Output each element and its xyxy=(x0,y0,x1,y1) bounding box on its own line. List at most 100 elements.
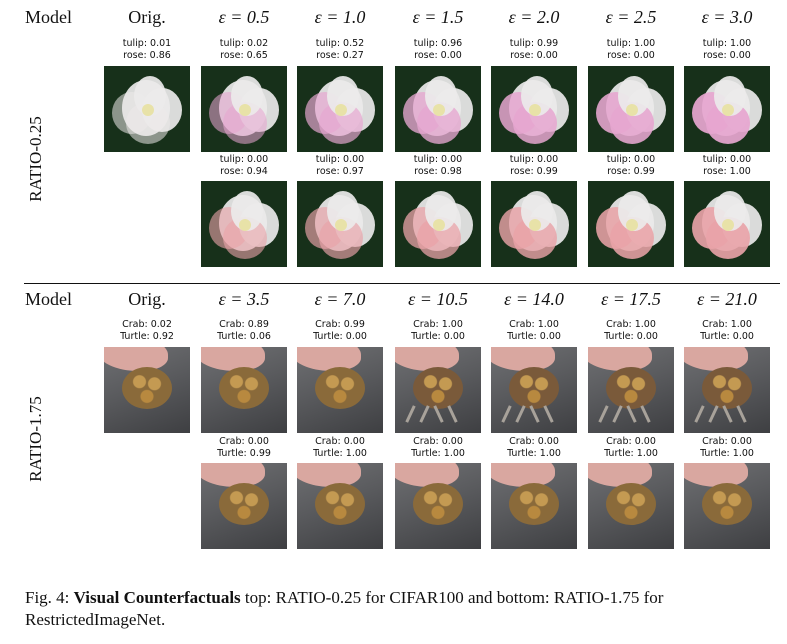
flower-center xyxy=(142,104,154,116)
hand-shape xyxy=(684,463,748,487)
leg-shape xyxy=(515,405,526,423)
caption-line: tulip: 0.00 xyxy=(509,154,559,165)
orig-header: Orig. xyxy=(128,289,166,309)
prediction-caption: tulip: 0.00 rose: 0.94 xyxy=(199,154,289,178)
epsilon-header: ε = 21.0 xyxy=(697,289,757,309)
caption-line: Crab: 1.00 xyxy=(509,319,559,330)
caption-line: tulip: 0.02 xyxy=(219,38,269,49)
shell-shape xyxy=(606,483,656,525)
epsilon-header: ε = 2.5 xyxy=(605,7,657,27)
flower-center xyxy=(433,219,445,231)
figure-caption: Fig. 4: Visual Counterfactuals top: RATI… xyxy=(25,587,765,631)
epsilon-header: ε = 17.5 xyxy=(601,289,661,309)
flower-center xyxy=(722,104,734,116)
caption-line: Turtle: 0.92 xyxy=(120,331,174,342)
flower-image xyxy=(588,66,674,152)
leg-shape xyxy=(419,405,430,423)
turtle-image xyxy=(297,463,383,549)
hand-shape xyxy=(491,347,555,371)
shell-shape xyxy=(219,483,269,525)
flower-center xyxy=(239,219,251,231)
caption-line: rose: 0.00 xyxy=(703,50,751,61)
shell-shape xyxy=(702,367,752,409)
prediction-caption: Crab: 1.00 Turtle: 0.00 xyxy=(489,319,579,343)
flower-center xyxy=(529,219,541,231)
caption-line: rose: 0.00 xyxy=(607,50,655,61)
turtle-image xyxy=(588,463,674,549)
turtle-image xyxy=(588,347,674,433)
caption-line: Turtle: 1.00 xyxy=(507,448,561,459)
caption-line: rose: 1.00 xyxy=(703,166,751,177)
prediction-caption: tulip: 1.00 rose: 0.00 xyxy=(682,38,772,62)
epsilon-header: ε = 10.5 xyxy=(408,289,468,309)
turtle-image xyxy=(201,463,287,549)
hand-shape xyxy=(588,463,652,487)
caption-line: Crab: 0.02 xyxy=(122,319,172,330)
prediction-caption: Crab: 1.00 Turtle: 0.00 xyxy=(586,319,676,343)
caption-line: Crab: 0.00 xyxy=(509,436,559,447)
flower-image xyxy=(297,181,383,267)
turtle-image xyxy=(297,347,383,433)
prediction-caption: tulip: 0.00 rose: 0.99 xyxy=(489,154,579,178)
shell-shape xyxy=(315,483,365,525)
prediction-caption: Crab: 0.00 Turtle: 1.00 xyxy=(586,436,676,460)
caption-line: rose: 0.65 xyxy=(220,50,268,61)
prediction-caption: Crab: 0.89 Turtle: 0.06 xyxy=(199,319,289,343)
shell-shape xyxy=(413,367,463,409)
leg-shape xyxy=(640,405,651,423)
flower-center xyxy=(626,104,638,116)
turtle-image xyxy=(201,347,287,433)
caption-line: rose: 0.27 xyxy=(316,50,364,61)
shell-shape xyxy=(315,367,365,409)
caption-line: rose: 0.00 xyxy=(414,50,462,61)
shell-shape xyxy=(219,367,269,409)
caption-line: Crab: 1.00 xyxy=(606,319,656,330)
flower-image xyxy=(491,66,577,152)
hand-shape xyxy=(395,347,459,371)
caption-line: tulip: 0.01 xyxy=(122,38,172,49)
prediction-caption: tulip: 0.00 rose: 1.00 xyxy=(682,154,772,178)
flower-center xyxy=(239,104,251,116)
prediction-caption: Crab: 1.00 Turtle: 0.00 xyxy=(682,319,772,343)
caption-line: Crab: 0.00 xyxy=(413,436,463,447)
caption-line: tulip: 0.52 xyxy=(315,38,365,49)
prediction-caption: Crab: 1.00 Turtle: 0.00 xyxy=(393,319,483,343)
caption-line: Crab: 1.00 xyxy=(413,319,463,330)
epsilon-header: ε = 3.0 xyxy=(701,7,753,27)
caption-line: tulip: 0.99 xyxy=(509,38,559,49)
caption-line: tulip: 0.00 xyxy=(315,154,365,165)
turtle-image xyxy=(395,463,481,549)
flower-image xyxy=(201,181,287,267)
flower-image xyxy=(491,181,577,267)
leg-shape xyxy=(694,405,705,423)
flower-image xyxy=(684,181,770,267)
prediction-caption: Crab: 0.00 Turtle: 1.00 xyxy=(295,436,385,460)
caption-line: rose: 0.94 xyxy=(220,166,268,177)
caption-line: rose: 0.99 xyxy=(510,166,558,177)
caption-line: rose: 0.86 xyxy=(123,50,171,61)
caption-line: rose: 0.99 xyxy=(607,166,655,177)
caption-line: Turtle: 1.00 xyxy=(604,448,658,459)
flower-image xyxy=(588,181,674,267)
prediction-caption: tulip: 1.00 rose: 0.00 xyxy=(586,38,676,62)
shell-shape xyxy=(702,483,752,525)
leg-shape xyxy=(708,405,719,423)
caption-line: Turtle: 0.00 xyxy=(411,331,465,342)
caption-line: Turtle: 0.99 xyxy=(217,448,271,459)
leg-shape xyxy=(598,405,609,423)
caption-line: Turtle: 0.00 xyxy=(604,331,658,342)
hand-shape xyxy=(684,347,748,371)
prediction-caption: tulip: 0.01 rose: 0.86 xyxy=(102,38,192,62)
turtle-image xyxy=(104,347,190,433)
caption-line: tulip: 0.00 xyxy=(413,154,463,165)
prediction-caption: tulip: 0.02 rose: 0.65 xyxy=(199,38,289,62)
caption-line: rose: 0.98 xyxy=(414,166,462,177)
flower-image xyxy=(395,66,481,152)
hand-shape xyxy=(297,347,361,371)
flower-center xyxy=(626,219,638,231)
leg-shape xyxy=(736,405,747,423)
flower-center xyxy=(433,104,445,116)
hand-shape xyxy=(297,463,361,487)
hand-shape xyxy=(588,347,652,371)
orig-header: Orig. xyxy=(128,7,166,27)
